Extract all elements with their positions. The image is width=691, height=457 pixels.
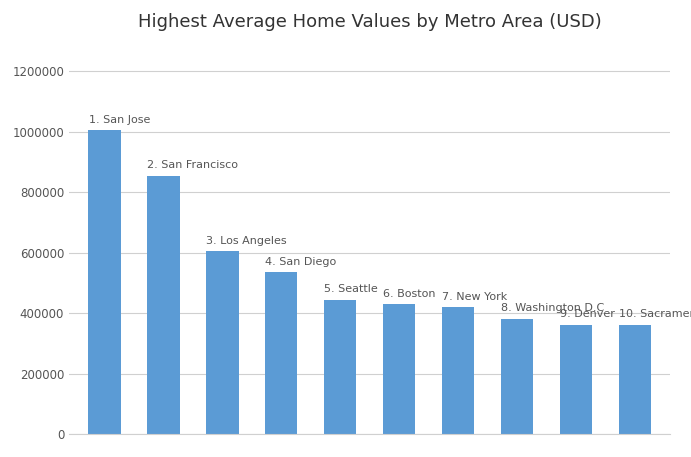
Bar — [88, 130, 121, 434]
Bar — [324, 300, 357, 434]
Bar — [265, 272, 298, 434]
Text: 10. Sacramento: 10. Sacramento — [619, 309, 691, 319]
Text: 1. San Jose: 1. San Jose — [88, 115, 150, 125]
Title: Highest Average Home Values by Metro Area (USD): Highest Average Home Values by Metro Are… — [138, 13, 602, 31]
Text: 7. New York: 7. New York — [442, 292, 507, 302]
Text: 2. San Francisco: 2. San Francisco — [147, 160, 238, 170]
Bar — [442, 307, 474, 434]
Text: 5. Seattle: 5. Seattle — [324, 284, 378, 294]
Bar — [560, 325, 592, 434]
Text: 6. Boston: 6. Boston — [384, 289, 436, 299]
Bar — [147, 175, 180, 434]
Bar — [206, 251, 238, 434]
Bar — [383, 304, 415, 434]
Bar — [618, 325, 651, 434]
Text: 8. Washington D.C: 8. Washington D.C — [501, 303, 605, 313]
Text: 9. Denver: 9. Denver — [560, 309, 615, 319]
Bar — [501, 319, 533, 434]
Text: 4. San Diego: 4. San Diego — [265, 257, 337, 267]
Text: 3. Los Angeles: 3. Los Angeles — [207, 236, 287, 246]
